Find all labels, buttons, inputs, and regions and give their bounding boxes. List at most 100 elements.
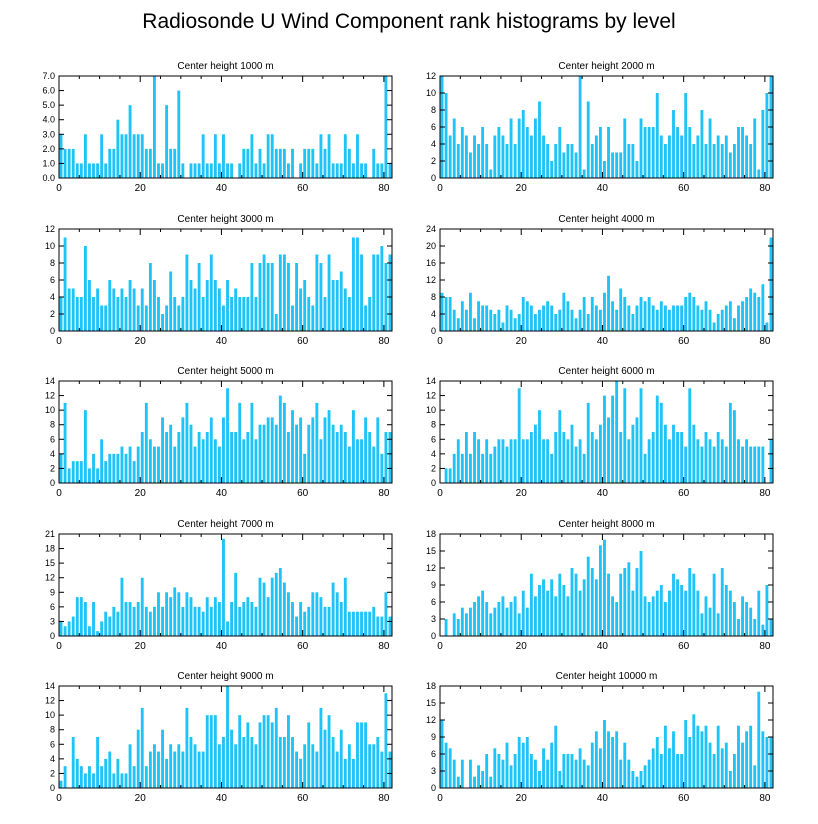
histogram-bar [485,602,489,636]
histogram-bar [376,737,380,788]
x-tick-label: 80 [759,336,771,347]
histogram-bar [440,292,444,331]
histogram-bar [720,309,724,331]
histogram-bar [668,439,671,483]
y-tick-label: 14 [45,681,55,691]
histogram-bar [258,577,262,636]
histogram-bar [473,602,476,636]
histogram-bar [153,446,156,483]
histogram-bar [712,446,716,483]
y-tick-label: 10 [45,710,55,720]
histogram-bar [124,134,128,178]
histogram-bar [607,127,610,178]
histogram-bar [603,539,606,636]
histogram-bar [315,254,319,331]
histogram-bar [59,621,63,636]
histogram-bar [570,309,574,331]
histogram-bar [63,402,67,483]
histogram-panel: Center height 3000 m 0 2 4 6 8 10 12 0 20 40 60 80 [45,214,393,347]
histogram-bar [452,759,456,788]
histogram-bar [88,163,91,178]
histogram-bar [659,301,663,331]
y-tick-label: 6 [50,275,55,285]
histogram-bar [631,424,635,483]
histogram-bar [452,309,456,331]
histogram-bar [574,759,578,788]
histogram-bar [558,309,562,331]
histogram-bar [728,301,732,331]
histogram-bar [672,110,675,178]
histogram-bar [590,432,594,483]
histogram-bar [493,135,497,178]
histogram-bar [509,309,513,331]
y-tick-label: 4 [431,139,436,149]
histogram-bar [489,613,493,636]
y-tick-label: 3 [431,614,436,624]
histogram-bar [295,751,298,788]
histogram-bar [663,424,667,483]
histogram-bar [323,606,327,636]
x-tick-label: 60 [678,641,690,652]
histogram-bar [270,134,274,178]
histogram-bar [692,424,696,483]
histogram-bar [590,568,594,636]
histogram-bar [692,144,696,178]
histogram-bar [201,297,205,331]
histogram-bar [651,748,655,788]
histogram-bar [291,410,294,483]
histogram-bar [331,163,335,178]
histogram-bar [574,318,578,331]
histogram-bar [651,305,655,331]
histogram-bar [485,439,489,483]
x-tick-label: 0 [437,183,443,194]
histogram-bar [672,731,675,788]
histogram-bar [201,751,205,788]
histogram-bar [140,707,144,788]
histogram-bar [590,742,594,788]
histogram-bar [594,135,598,178]
histogram-bar [696,590,700,636]
histogram-bar [274,424,278,483]
x-tick-label: 40 [597,183,609,194]
histogram-bar [380,616,384,636]
histogram-bar [659,585,663,636]
y-tick-label: 0 [431,631,436,641]
panel-title: Center height 2000 m [558,61,654,72]
histogram-bar [311,148,315,178]
histogram-bar [611,152,615,178]
histogram-bar [315,751,319,788]
histogram-bar [234,288,238,331]
histogram-bar [623,118,627,178]
histogram-bar [619,288,623,331]
histogram-bar [197,163,201,178]
histogram-bar [331,737,335,788]
histogram-bar [505,144,509,178]
histogram-bar [319,597,323,636]
histogram-bar [246,297,250,331]
histogram-bar [79,163,83,178]
panel-frame [58,533,393,637]
histogram-bar [83,246,87,331]
histogram-bar [234,572,238,636]
histogram-bar [554,314,558,331]
histogram-bar [75,597,79,636]
histogram-bar [489,169,493,178]
histogram-bar [388,616,392,636]
histogram-bar [327,134,331,178]
histogram-bar [574,152,578,178]
histogram-bar [242,297,246,331]
histogram-bar [88,468,91,483]
histogram-bar [92,773,95,788]
histogram-bar [250,263,254,331]
histogram-bar [319,439,323,483]
y-tick-label: 0 [50,631,55,641]
histogram-bar [177,305,181,331]
histogram-bar [262,254,266,331]
histogram-bar [769,439,773,483]
y-tick-label: 16 [426,258,436,268]
histogram-bar [639,771,643,788]
histogram-bar [360,254,363,331]
histogram-bar [230,432,234,483]
histogram-bar [71,737,75,788]
histogram-bar [299,758,303,788]
